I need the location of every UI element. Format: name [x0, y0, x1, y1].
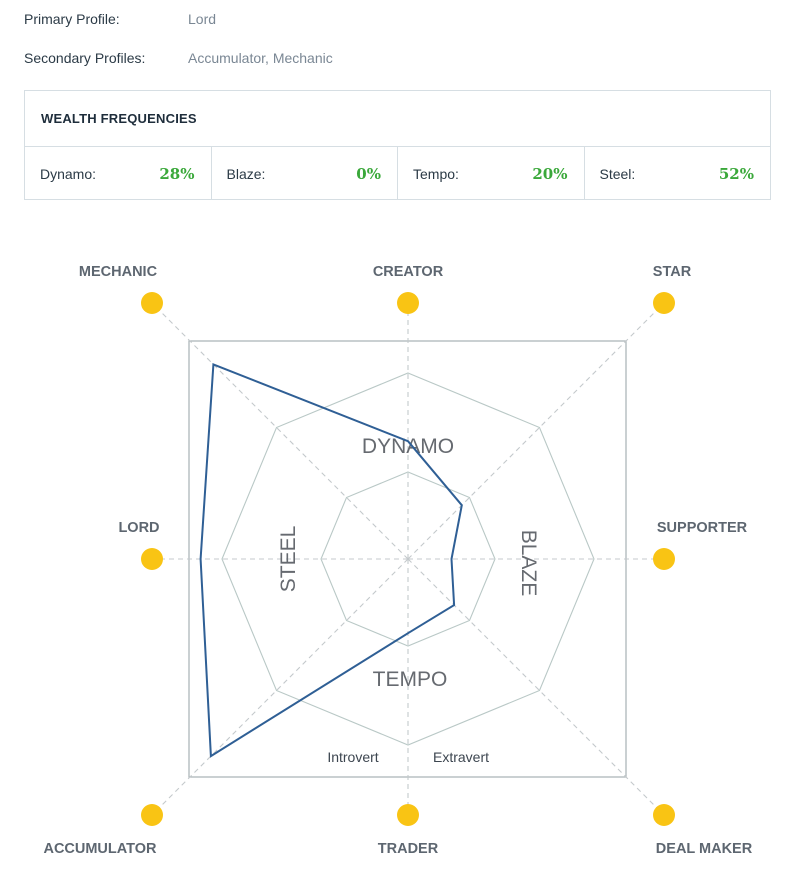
- radar-spokes: [151, 302, 665, 816]
- dot-supporter: [653, 548, 675, 570]
- steel-value: 52%: [718, 165, 754, 183]
- wealth-profile-radar-chart: DYNAMO BLAZE TEMPO STEEL Introvert Extra…: [43, 264, 753, 857]
- frequency-cell-steel: Steel: 52%: [585, 147, 771, 199]
- extravert-label: Extravert: [433, 749, 489, 765]
- secondary-profiles-label: Secondary Profiles:: [24, 50, 146, 66]
- frequency-cell-tempo: Tempo: 20%: [398, 147, 585, 199]
- tempo-value: 20%: [532, 165, 568, 183]
- dot-star: [653, 292, 675, 314]
- wealth-frequencies-panel: WEALTH FREQUENCIES Dynamo: 28% Blaze: 0%…: [24, 90, 771, 200]
- wealth-frequencies-divider: [25, 146, 770, 147]
- radar-rings: [221, 372, 595, 746]
- dot-deal-maker: [653, 804, 675, 826]
- tempo-axis-word: TEMPO: [373, 668, 448, 691]
- spoke-mechanic: [151, 302, 409, 560]
- steel-label: Steel:: [599, 166, 636, 182]
- axis-label-deal-maker: DEAL MAKER: [656, 841, 753, 857]
- steel-axis-word: STEEL: [277, 526, 300, 593]
- radar-ring-2: [221, 372, 595, 746]
- spoke-star: [407, 302, 665, 560]
- axis-label-trader: TRADER: [378, 841, 439, 857]
- frequency-cells: Dynamo: 28% Blaze: 0% Tempo: 20% Steel: …: [25, 147, 770, 199]
- axis-label-star: STAR: [653, 264, 692, 280]
- dynamo-label: Dynamo:: [40, 166, 97, 182]
- axis-label-accumulator: ACCUMULATOR: [43, 841, 157, 857]
- dot-trader: [397, 804, 419, 826]
- blaze-label: Blaze:: [226, 166, 266, 182]
- dot-accumulator: [141, 804, 163, 826]
- blaze-value: 0%: [356, 165, 381, 183]
- axis-label-mechanic: MECHANIC: [79, 264, 158, 280]
- dot-mechanic: [141, 292, 163, 314]
- primary-profile-label: Primary Profile:: [24, 11, 120, 27]
- frequency-cell-dynamo: Dynamo: 28%: [25, 147, 212, 199]
- profile-data-polygon: [199, 362, 463, 758]
- frequency-cell-blaze: Blaze: 0%: [212, 147, 398, 199]
- spoke-accumulator: [151, 558, 409, 816]
- introvert-label: Introvert: [327, 749, 378, 765]
- axis-label-supporter: SUPPORTER: [657, 520, 748, 536]
- dot-creator: [397, 292, 419, 314]
- blaze-axis-word: BLAZE: [517, 530, 540, 597]
- primary-profile-value: Lord: [188, 11, 217, 27]
- axis-dots: [141, 292, 675, 826]
- radar-ring-1: [320, 471, 496, 647]
- axis-label-creator: CREATOR: [373, 264, 444, 280]
- dynamo-axis-word: DYNAMO: [362, 435, 454, 458]
- wealth-frequencies-title: WEALTH FREQUENCIES: [41, 111, 197, 126]
- tempo-label: Tempo:: [413, 166, 459, 182]
- dynamo-value: 28%: [159, 165, 195, 183]
- axis-label-lord: LORD: [118, 520, 159, 536]
- spoke-deal-maker: [407, 558, 665, 816]
- dot-lord: [141, 548, 163, 570]
- secondary-profiles-value: Accumulator, Mechanic: [188, 50, 333, 66]
